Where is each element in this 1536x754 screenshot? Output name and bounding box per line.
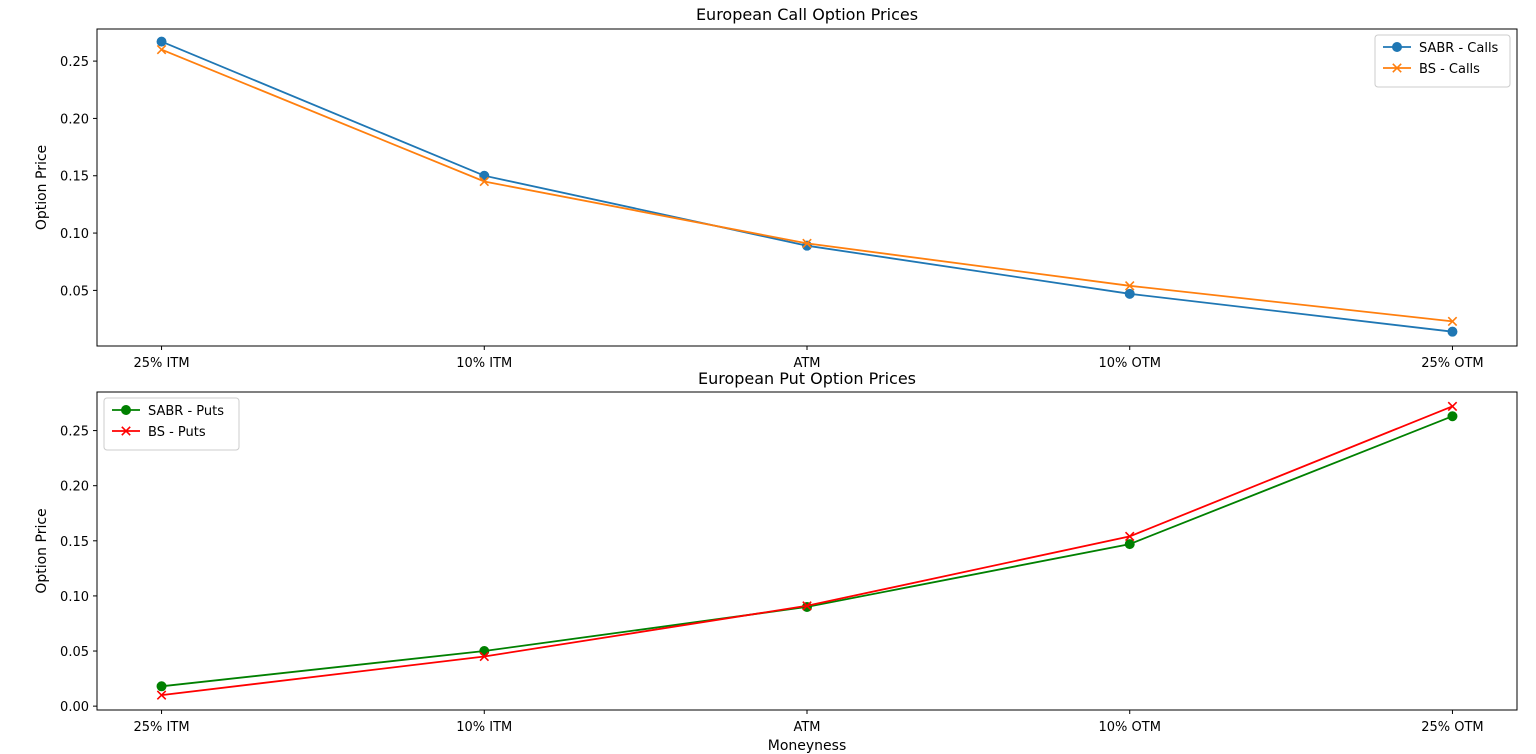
legend-label: BS - Calls	[1419, 62, 1480, 77]
data-point	[156, 36, 167, 47]
y-tick-label: 0.25	[60, 425, 89, 440]
y-tick-label: 0.00	[60, 700, 89, 715]
x-tick-label: 25% ITM	[134, 356, 190, 371]
x-tick-label: ATM	[793, 720, 820, 735]
x-tick-label: 25% ITM	[134, 720, 190, 735]
series-line-1	[161, 48, 1453, 323]
series-line-0	[161, 40, 1453, 333]
series-line-0	[161, 415, 1453, 688]
data-point	[1447, 401, 1458, 412]
plot-frame	[96, 391, 1518, 711]
data-point	[1124, 539, 1135, 550]
data-point	[156, 681, 167, 692]
legend-marker	[1392, 42, 1402, 52]
data-point	[479, 651, 490, 662]
x-tick-label: 25% OTM	[1421, 356, 1483, 371]
legend-box	[103, 397, 240, 451]
y-axis-label: Option Price	[34, 508, 50, 593]
data-point	[1447, 411, 1458, 422]
y-axis-label: Option Price	[34, 145, 50, 230]
legend-label: SABR - Calls	[1419, 41, 1499, 56]
y-tick-label: 0.05	[60, 284, 89, 299]
x-tick-label: ATM	[793, 356, 820, 371]
legend-label: BS - Puts	[148, 425, 206, 440]
data-point	[1124, 531, 1135, 542]
chart-title: European Call Option Prices	[696, 5, 918, 24]
chart-title: European Put Option Prices	[698, 369, 916, 388]
y-tick-label: 0.10	[60, 227, 89, 242]
legend-box	[1374, 34, 1511, 88]
data-point	[802, 238, 812, 249]
data-point	[1447, 326, 1458, 337]
y-tick-label: 0.15	[60, 170, 89, 185]
data-point	[479, 170, 490, 181]
x-tick-label: 10% ITM	[456, 720, 512, 735]
legend: SABR - Calls BS - Calls	[1374, 34, 1511, 88]
legend-marker	[121, 426, 131, 436]
put-option-chart: European Put Option Prices Option Price Mo…	[34, 369, 1518, 754]
data-point	[802, 601, 812, 611]
data-point	[156, 690, 167, 700]
data-point	[479, 176, 490, 187]
y-tick-label: 0.25	[60, 55, 89, 70]
call-option-chart: European Call Option Prices Option Price 0…	[34, 5, 1518, 371]
x-tick-label: 10% ITM	[456, 356, 512, 371]
legend-marker	[1392, 63, 1402, 73]
legend-marker	[121, 405, 131, 415]
y-tick-label: 0.20	[60, 112, 89, 127]
legend: SABR - Puts BS - Puts	[103, 397, 240, 451]
legend-label: SABR - Puts	[148, 404, 224, 419]
x-tick-label: 10% OTM	[1099, 356, 1161, 371]
series-line-1	[161, 405, 1453, 696]
x-axis-label: Moneyness	[768, 738, 847, 754]
y-tick-label: 0.15	[60, 535, 89, 550]
data-point	[1124, 288, 1135, 299]
data-point	[1447, 316, 1458, 327]
y-tick-label: 0.10	[60, 590, 89, 605]
plot-frame	[96, 28, 1518, 347]
y-tick-label: 0.05	[60, 645, 89, 660]
y-tick-label: 0.20	[60, 480, 89, 495]
x-tick-label: 10% OTM	[1099, 720, 1161, 735]
x-tick-label: 25% OTM	[1421, 720, 1483, 735]
data-point	[1124, 281, 1135, 291]
data-point	[156, 44, 167, 55]
